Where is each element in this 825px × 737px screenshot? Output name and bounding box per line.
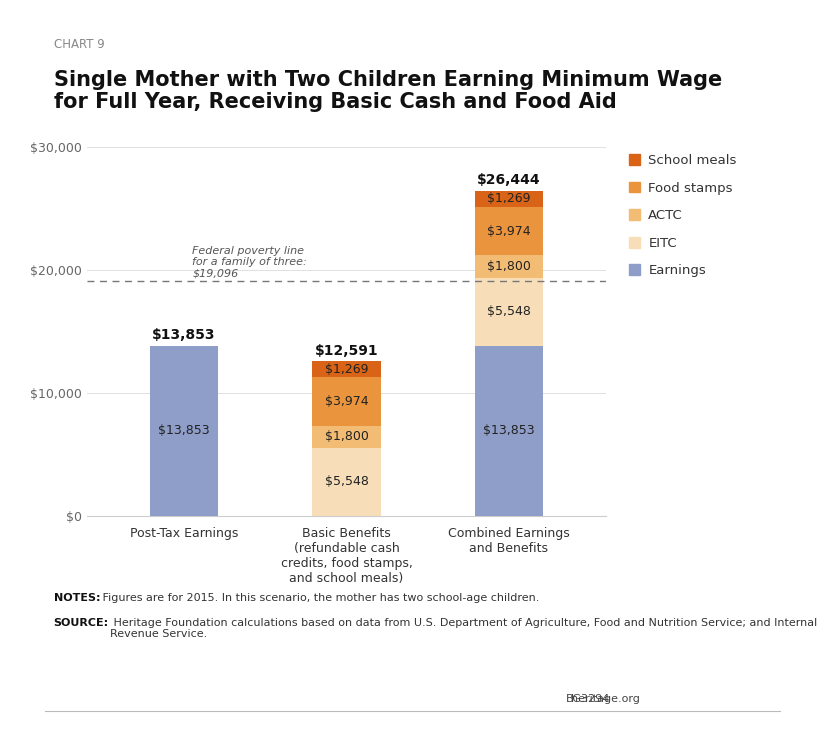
Text: NOTES:: NOTES: xyxy=(54,593,100,604)
Bar xyxy=(475,278,543,346)
Text: $1,269: $1,269 xyxy=(325,363,368,376)
Bar xyxy=(475,256,543,278)
Text: Federal poverty line
for a family of three:
$19,096: Federal poverty line for a family of thr… xyxy=(192,245,307,279)
Text: $13,853: $13,853 xyxy=(158,425,210,437)
Text: $1,800: $1,800 xyxy=(324,430,369,443)
Text: heritage.org: heritage.org xyxy=(571,694,639,704)
Text: CHART 9: CHART 9 xyxy=(54,38,105,51)
Legend: School meals, Food stamps, ACTC, EITC, Earnings: School meals, Food stamps, ACTC, EITC, E… xyxy=(629,154,737,277)
Text: $13,853: $13,853 xyxy=(483,425,535,437)
Bar xyxy=(313,426,380,448)
Text: $1,800: $1,800 xyxy=(487,260,530,273)
Bar xyxy=(150,346,218,516)
Text: $5,548: $5,548 xyxy=(324,475,369,489)
Text: SOURCE:: SOURCE: xyxy=(54,618,109,628)
Bar xyxy=(313,361,380,377)
Bar xyxy=(313,377,380,426)
Bar xyxy=(475,346,543,516)
Text: $13,853: $13,853 xyxy=(153,328,216,342)
Text: BG3294: BG3294 xyxy=(566,694,610,704)
Text: $1,269: $1,269 xyxy=(488,192,530,206)
Text: $26,444: $26,444 xyxy=(477,173,540,187)
Bar xyxy=(475,206,543,256)
Bar xyxy=(313,448,380,516)
Text: $3,974: $3,974 xyxy=(487,225,530,237)
Text: Single Mother with Two Children Earning Minimum Wage: Single Mother with Two Children Earning … xyxy=(54,70,722,90)
Text: $3,974: $3,974 xyxy=(325,395,368,408)
Bar xyxy=(475,191,543,206)
Text: $12,591: $12,591 xyxy=(314,343,379,357)
Text: for Full Year, Receiving Basic Cash and Food Aid: for Full Year, Receiving Basic Cash and … xyxy=(54,92,616,112)
Text: Figures are for 2015. In this scenario, the mother has two school-age children.: Figures are for 2015. In this scenario, … xyxy=(99,593,540,604)
Text: $5,548: $5,548 xyxy=(487,305,530,318)
Text: Heritage Foundation calculations based on data from U.S. Department of Agricultu: Heritage Foundation calculations based o… xyxy=(110,618,817,639)
